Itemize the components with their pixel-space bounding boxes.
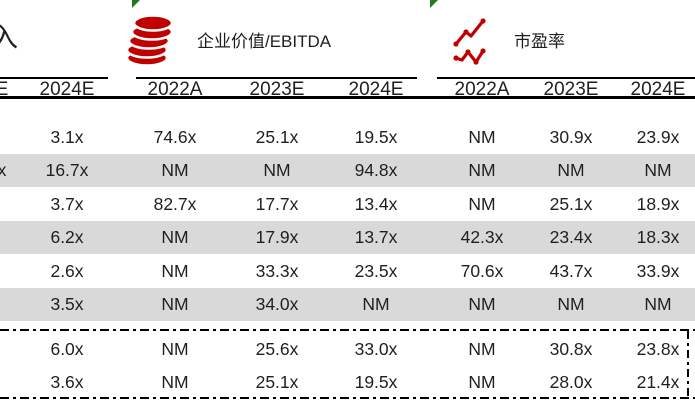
table-cell[interactable]: NM bbox=[161, 227, 189, 248]
table-cell[interactable]: 21.4x bbox=[636, 372, 680, 393]
column-header[interactable]: 2022A bbox=[454, 79, 510, 100]
table-cell[interactable]: 28.0x bbox=[549, 372, 593, 393]
table-cell[interactable]: 3.6x bbox=[50, 372, 84, 393]
table-cell[interactable]: NM bbox=[161, 260, 189, 281]
table-cell[interactable]: 42.3x bbox=[460, 227, 504, 248]
table-cell[interactable]: NM bbox=[161, 338, 189, 359]
table-cell[interactable]: 17.9x bbox=[255, 227, 299, 248]
table-cell[interactable]: 25.1x bbox=[255, 126, 299, 147]
table-row: 3.7x 82.7x 17.7x 13.4x NM 25.1x 18.9x bbox=[0, 187, 695, 221]
column-header[interactable]: 2023E bbox=[249, 79, 305, 100]
coins-icon bbox=[126, 14, 174, 67]
table-cell[interactable]: NM bbox=[362, 294, 390, 315]
group-top-border bbox=[437, 77, 695, 79]
group-top-border bbox=[0, 77, 108, 79]
table-cell[interactable]: NM bbox=[557, 294, 585, 315]
table-cell[interactable]: 18.3x bbox=[636, 227, 680, 248]
table-cell[interactable]: NM bbox=[161, 372, 189, 393]
table-cell[interactable]: 6.0x bbox=[50, 338, 84, 359]
cell-error-marker-icon bbox=[132, 0, 140, 8]
table-row: 3.1x 74.6x 25.1x 19.5x NM 30.9x 23.9x bbox=[0, 120, 695, 154]
table-cell[interactable]: 34.0x bbox=[255, 294, 299, 315]
table-row: 6.0x NM 25.6x 33.0x NM 30.8x 23.8x bbox=[0, 332, 695, 366]
table-cell[interactable]: NM bbox=[161, 160, 189, 181]
table-cell[interactable]: 82.7x bbox=[153, 193, 197, 214]
table-cell[interactable]: 43.7x bbox=[549, 260, 593, 281]
table-cell[interactable]: 6.2x bbox=[50, 227, 84, 248]
table-cell[interactable]: 33.0x bbox=[354, 338, 398, 359]
line-chart-icon bbox=[453, 18, 486, 65]
table-row: 2.6x NM 33.3x 23.5x 70.6x 43.7x 33.9x bbox=[0, 254, 695, 288]
table-cell[interactable]: NM bbox=[468, 372, 496, 393]
table-cell[interactable]: 16.7x bbox=[45, 160, 89, 181]
table-cell[interactable]: 25.1x bbox=[255, 372, 299, 393]
table-cell[interactable]: 23.9x bbox=[636, 126, 680, 147]
table-cell[interactable]: 23.4x bbox=[549, 227, 593, 248]
table-cell[interactable]: NM bbox=[161, 294, 189, 315]
group-title-pe-ratio: 市盈率 bbox=[514, 32, 565, 51]
column-header[interactable]: E bbox=[0, 79, 9, 100]
table-cell[interactable]: 3.7x bbox=[50, 193, 84, 214]
table-cell[interactable]: 2.6x bbox=[50, 260, 84, 281]
column-header[interactable]: 2024E bbox=[39, 79, 95, 100]
table-cell[interactable]: 3.5x bbox=[50, 294, 84, 315]
column-header[interactable]: 2024E bbox=[348, 79, 404, 100]
table-cell[interactable]: NM bbox=[468, 193, 496, 214]
page-break-dash-line bbox=[0, 329, 695, 331]
table-cell[interactable]: 25.1x bbox=[549, 193, 593, 214]
table-cell[interactable]: NM bbox=[468, 294, 496, 315]
table-cell[interactable]: x bbox=[0, 160, 7, 181]
table-cell[interactable]: NM bbox=[263, 160, 291, 181]
table-cell[interactable]: 25.6x bbox=[255, 338, 299, 359]
table-header-row: E 2024E 2022A 2023E 2024E 2022A 2023E 2024E bbox=[0, 80, 695, 99]
table-cell[interactable]: NM bbox=[644, 294, 672, 315]
table-cell[interactable]: NM bbox=[468, 160, 496, 181]
group-top-border bbox=[136, 77, 417, 79]
table-row: 3.5x NM 34.0x NM NM NM NM bbox=[0, 287, 695, 321]
table-cell[interactable]: NM bbox=[557, 160, 585, 181]
column-header[interactable]: 2023E bbox=[543, 79, 599, 100]
column-header[interactable]: 2024E bbox=[630, 79, 686, 100]
cell-error-marker-icon bbox=[430, 0, 438, 8]
table-cell[interactable]: 3.1x bbox=[50, 126, 84, 147]
table-cell[interactable]: NM bbox=[644, 160, 672, 181]
column-header[interactable]: 2022A bbox=[147, 79, 203, 100]
table-cell[interactable]: 13.4x bbox=[354, 193, 398, 214]
table-row: 3.6x NM 25.1x 19.5x NM 28.0x 21.4x bbox=[0, 366, 695, 400]
table-cell[interactable]: NM bbox=[468, 338, 496, 359]
page-break-dash-line-vertical bbox=[687, 331, 689, 397]
table-cell[interactable]: 70.6x bbox=[460, 260, 504, 281]
table-cell[interactable]: 19.5x bbox=[354, 126, 398, 147]
table-cell[interactable]: 19.5x bbox=[354, 372, 398, 393]
table-cell[interactable]: 23.8x bbox=[636, 338, 680, 359]
table-cell[interactable]: 17.7x bbox=[255, 193, 299, 214]
header-underline bbox=[0, 96, 695, 99]
table-cell[interactable]: 18.9x bbox=[636, 193, 680, 214]
table-cell[interactable]: 13.7x bbox=[354, 227, 398, 248]
table-cell[interactable]: 94.8x bbox=[354, 160, 398, 181]
page-break-dash-line bbox=[0, 397, 695, 399]
table-cell[interactable]: 33.9x bbox=[636, 260, 680, 281]
table-cell[interactable]: 33.3x bbox=[255, 260, 299, 281]
table-cell[interactable]: 30.8x bbox=[549, 338, 593, 359]
partial-group-title-ev-revenue: 入 bbox=[0, 23, 18, 53]
table-row: 6.2x NM 17.9x 13.7x 42.3x 23.4x 18.3x bbox=[0, 220, 695, 254]
table-row: x 16.7x NM NM 94.8x NM NM NM bbox=[0, 153, 695, 187]
table-cell[interactable]: 23.5x bbox=[354, 260, 398, 281]
group-title-ev-ebitda: 企业价值/EBITDA bbox=[197, 32, 332, 51]
table-cell[interactable]: 74.6x bbox=[153, 126, 197, 147]
table-cell[interactable]: 30.9x bbox=[549, 126, 593, 147]
table-cell[interactable]: NM bbox=[468, 126, 496, 147]
